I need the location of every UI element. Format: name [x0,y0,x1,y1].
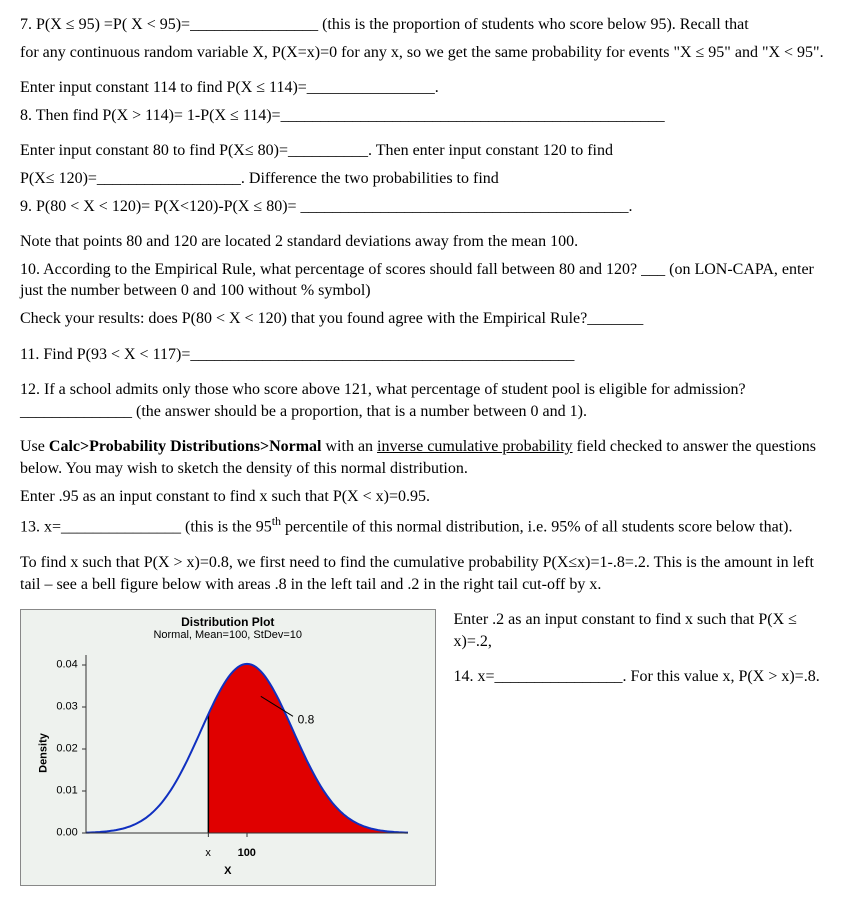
xtick-x: x [205,846,211,861]
q8-line2: 8. Then find P(X > 114)= 1-P(X ≤ 114)=__… [20,105,835,127]
plot-svg: 0.8 [38,645,418,860]
instr-bold: Calc>Probability Distributions>Normal [49,438,322,455]
q11-line1: 11. Find P(93 < X < 117)=_______________… [20,344,835,366]
q7-text-2: for any continuous random variable X, P(… [20,42,835,64]
instr-line2: Enter .95 as an input constant to find x… [20,486,835,508]
q13-b: percentile of this normal distribution, … [281,518,792,535]
q8-line1: Enter input constant 114 to find P(X ≤ 1… [20,77,835,99]
side-text: Enter .2 as an input constant to find x … [454,609,835,702]
ytick: 0.01 [38,784,78,799]
q9-line1: Enter input constant 80 to find P(X≤ 80)… [20,140,835,162]
x-axis-label: X [27,864,429,879]
question-7: 7. P(X ≤ 95) =P( X < 95)=_______________… [20,14,835,63]
instr-under: inverse cumulative probability [377,438,573,455]
side-line1: Enter .2 as an input constant to find x … [454,609,835,652]
side-line2: 14. x=________________. For this value x… [454,666,835,688]
q13-a: 13. x=_______________ (this is the 95 [20,518,272,535]
inverse-instructions: Use Calc>Probability Distributions>Norma… [20,436,835,538]
question-14-intro: To find x such that P(X > x)=0.8, we fir… [20,552,835,595]
ytick: 0.02 [38,742,78,757]
question-12: 12. If a school admits only those who sc… [20,379,835,422]
plot-area: Density 0.04 0.03 0.02 0.01 0.00 0.8 x 1… [38,645,418,860]
q10-line2: 10. According to the Empirical Rule, wha… [20,259,835,302]
q10-line1: Note that points 80 and 120 are located … [20,231,835,253]
instr-mid: with an [322,438,378,455]
distribution-plot: Distribution Plot Normal, Mean=100, StDe… [20,609,436,886]
q13-sup: th [272,514,281,528]
ytick: 0.00 [38,826,78,841]
question-10: Note that points 80 and 120 are located … [20,231,835,329]
q14intro-line1: To find x such that P(X > x)=0.8, we fir… [20,552,835,595]
q12-line1: 12. If a school admits only those who sc… [20,379,835,422]
ytick: 0.03 [38,700,78,715]
question-11: 11. Find P(93 < X < 117)=_______________… [20,344,835,366]
q7-text-b: (this is the proportion of students who … [322,16,749,33]
question-8: Enter input constant 114 to find P(X ≤ 1… [20,77,835,126]
xtick-100: 100 [238,846,256,861]
chart-row: Distribution Plot Normal, Mean=100, StDe… [20,609,835,886]
instr-pre: Use [20,438,49,455]
chart-subtitle: Normal, Mean=100, StDev=10 [27,629,429,641]
q9-line3: 9. P(80 < X < 120)= P(X<120)-P(X ≤ 80)= … [20,196,835,218]
q10-line3: Check your results: does P(80 < X < 120)… [20,308,835,330]
svg-text:0.8: 0.8 [297,713,314,727]
ytick: 0.04 [38,658,78,673]
q9-line2: P(X≤ 120)=__________________. Difference… [20,168,835,190]
chart-title: Distribution Plot [27,616,429,629]
q7-text-a: 7. P(X ≤ 95) =P( X < 95)= [20,16,190,33]
question-9: Enter input constant 80 to find P(X≤ 80)… [20,140,835,217]
